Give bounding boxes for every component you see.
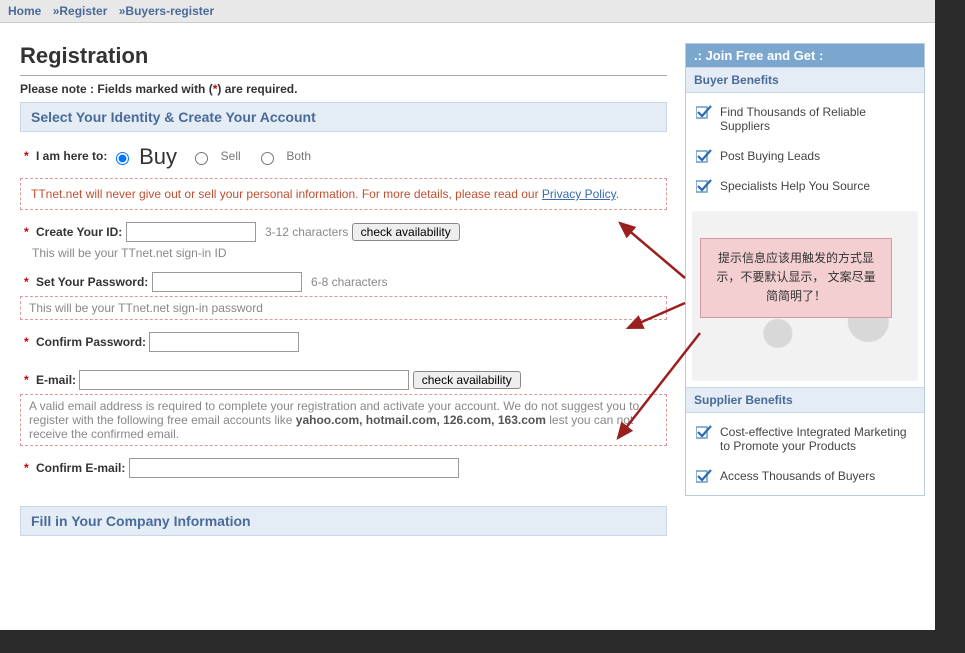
breadcrumb-current: »Buyers-register bbox=[119, 4, 214, 18]
breadcrumb-home[interactable]: Home bbox=[8, 4, 41, 18]
breadcrumb-register[interactable]: »Register bbox=[53, 4, 108, 18]
annotation-arrows bbox=[0, 23, 935, 653]
breadcrumb: Home »Register »Buyers-register bbox=[0, 0, 935, 23]
annotation-note: 提示信息应该用触发的方式显示，不要默认显示， 文案尽量简简明了！ bbox=[700, 238, 892, 318]
